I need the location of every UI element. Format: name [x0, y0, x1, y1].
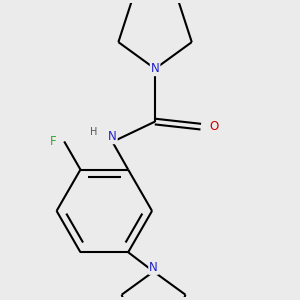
Text: O: O: [209, 120, 219, 133]
Text: N: N: [108, 130, 117, 143]
Text: F: F: [50, 135, 56, 148]
Text: H: H: [91, 127, 98, 137]
Text: N: N: [151, 62, 160, 75]
Text: N: N: [149, 261, 158, 274]
